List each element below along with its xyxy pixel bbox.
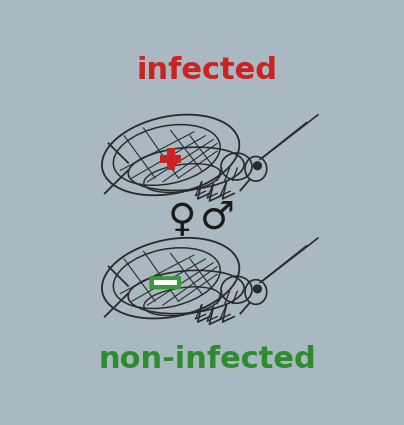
- FancyBboxPatch shape: [160, 155, 181, 163]
- Circle shape: [254, 162, 261, 170]
- Text: ♀: ♀: [168, 201, 196, 239]
- FancyBboxPatch shape: [167, 148, 175, 170]
- Circle shape: [254, 285, 261, 293]
- Text: infected: infected: [137, 56, 278, 85]
- Text: non-infected: non-infected: [98, 345, 316, 374]
- Text: ♂: ♂: [200, 199, 235, 237]
- FancyBboxPatch shape: [149, 276, 181, 289]
- FancyBboxPatch shape: [154, 280, 177, 285]
